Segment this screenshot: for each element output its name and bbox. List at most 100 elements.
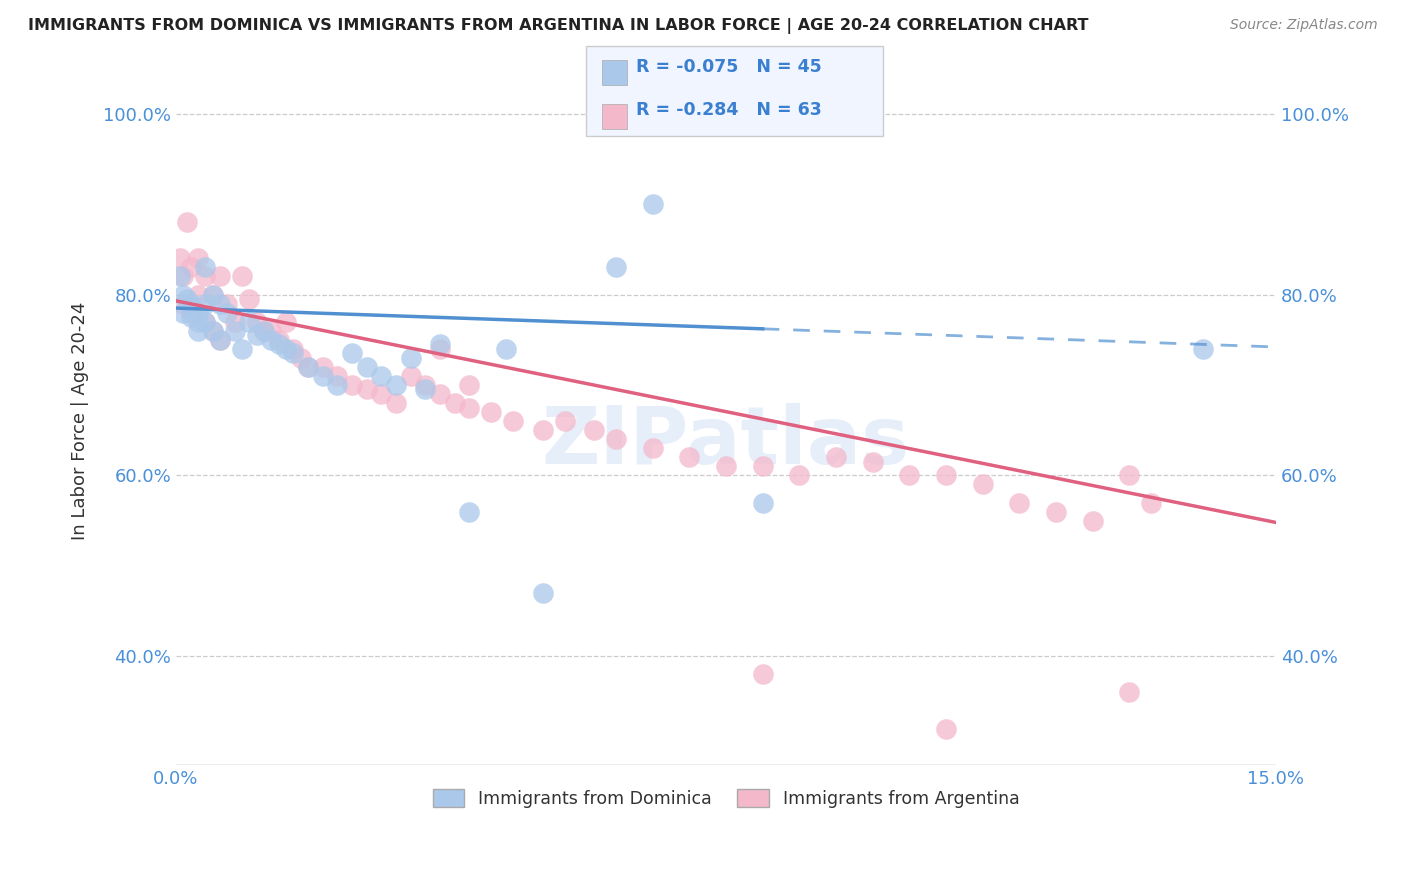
Point <box>825 450 848 465</box>
Point <box>283 346 305 360</box>
Point <box>1118 685 1140 699</box>
Point <box>898 468 921 483</box>
Point <box>208 296 231 310</box>
Point <box>1191 342 1213 356</box>
Point <box>340 346 363 360</box>
Point <box>751 667 773 681</box>
Point <box>217 296 239 310</box>
Point <box>972 477 994 491</box>
Point <box>751 495 773 509</box>
Point <box>429 342 451 356</box>
Point <box>267 337 290 351</box>
Point <box>180 296 202 310</box>
Point <box>935 468 957 483</box>
Point <box>194 260 217 275</box>
Y-axis label: In Labor Force | Age 20-24: In Labor Force | Age 20-24 <box>72 302 89 541</box>
Point <box>385 378 408 392</box>
Point <box>180 310 202 325</box>
Point <box>274 342 297 356</box>
Point <box>253 324 276 338</box>
Point <box>356 383 378 397</box>
Point <box>862 106 884 120</box>
Point <box>1081 514 1104 528</box>
Point <box>194 315 217 329</box>
Point <box>180 301 202 315</box>
Point <box>429 387 451 401</box>
Point <box>326 378 349 392</box>
Point <box>208 333 231 347</box>
Point <box>201 287 224 301</box>
Point <box>787 468 810 483</box>
Point <box>176 292 198 306</box>
Point <box>172 287 194 301</box>
Point <box>479 405 502 419</box>
Point <box>260 324 283 338</box>
Point <box>201 324 224 338</box>
Point <box>605 260 627 275</box>
Point <box>194 269 217 284</box>
Point <box>187 305 209 319</box>
Text: Source: ZipAtlas.com: Source: ZipAtlas.com <box>1230 18 1378 32</box>
Point <box>187 287 209 301</box>
Point <box>458 401 481 415</box>
Point <box>1045 505 1067 519</box>
Point <box>169 269 191 284</box>
Point <box>180 260 202 275</box>
Point <box>224 315 246 329</box>
Text: R = -0.075   N = 45: R = -0.075 N = 45 <box>636 58 821 76</box>
Point <box>935 722 957 736</box>
Point <box>415 383 437 397</box>
Point <box>429 337 451 351</box>
Legend: Immigrants from Dominica, Immigrants from Argentina: Immigrants from Dominica, Immigrants fro… <box>426 782 1026 814</box>
Point <box>311 359 333 374</box>
Point <box>326 368 349 383</box>
Point <box>246 328 269 343</box>
Point <box>169 252 191 266</box>
Point <box>605 432 627 446</box>
Text: ZIPatlas: ZIPatlas <box>541 403 910 481</box>
Point <box>201 287 224 301</box>
Point <box>176 215 198 229</box>
Point <box>283 342 305 356</box>
Point <box>458 378 481 392</box>
Point <box>201 324 224 338</box>
Point <box>554 414 576 428</box>
Point <box>260 333 283 347</box>
Point <box>385 396 408 410</box>
Point <box>187 315 209 329</box>
Point <box>172 296 194 310</box>
Point <box>399 351 422 365</box>
Point <box>208 269 231 284</box>
Point <box>1118 468 1140 483</box>
Point <box>458 505 481 519</box>
Point <box>641 197 664 211</box>
Point <box>1140 495 1163 509</box>
Point <box>172 269 194 284</box>
Point <box>751 459 773 474</box>
Point <box>231 269 253 284</box>
Point <box>862 455 884 469</box>
Point <box>356 359 378 374</box>
Point <box>502 414 524 428</box>
Point <box>217 305 239 319</box>
Point <box>340 378 363 392</box>
Point <box>370 387 392 401</box>
Point <box>531 586 554 600</box>
Point <box>370 368 392 383</box>
Point <box>582 423 605 437</box>
Point <box>678 450 700 465</box>
Point <box>238 315 260 329</box>
Point <box>238 292 260 306</box>
Point <box>224 324 246 338</box>
Point <box>399 368 422 383</box>
Point <box>531 423 554 437</box>
Point <box>297 359 319 374</box>
Point <box>253 324 276 338</box>
Point <box>246 315 269 329</box>
Point <box>714 459 737 474</box>
Text: IMMIGRANTS FROM DOMINICA VS IMMIGRANTS FROM ARGENTINA IN LABOR FORCE | AGE 20-24: IMMIGRANTS FROM DOMINICA VS IMMIGRANTS F… <box>28 18 1088 34</box>
Point <box>194 296 217 310</box>
Text: R = -0.284   N = 63: R = -0.284 N = 63 <box>636 101 821 119</box>
Point <box>231 342 253 356</box>
Point <box>290 351 312 365</box>
